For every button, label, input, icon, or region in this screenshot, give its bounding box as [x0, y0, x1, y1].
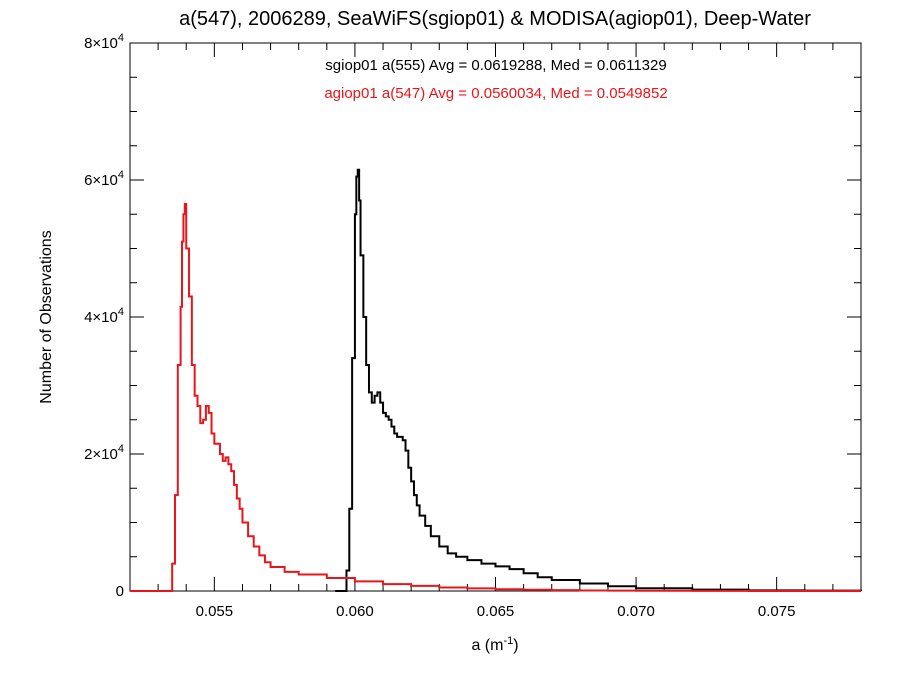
x-axis-label-base: a (m — [471, 637, 503, 654]
x-axis-label: a (m-1) — [471, 635, 518, 654]
y-tick-label: 8×104 — [84, 32, 124, 52]
y-tick-label-exp: 4 — [118, 32, 124, 44]
x-tick-label: 0.055 — [196, 603, 234, 620]
annotation-agiop01: agiop01 a(547) Avg = 0.0560034, Med = 0.… — [324, 85, 667, 102]
y-tick-label-base: 0 — [116, 583, 124, 600]
x-tick-label: 0.070 — [617, 603, 655, 620]
x-axis-label-exp: -1 — [503, 635, 513, 647]
y-tick-label-base: 8×10 — [84, 35, 118, 52]
y-axis-label: Number of Observations — [38, 230, 55, 403]
y-tick-label: 2×104 — [84, 443, 124, 463]
y-tick-label-exp: 4 — [118, 169, 124, 181]
x-tick-label: 0.075 — [758, 603, 796, 620]
axis-ticks: 0.055 0.060 0.065 0.070 0.07502×1044×1046×10… — [84, 32, 861, 620]
annotation-sgiop01: sgiop01 a(555) Avg = 0.0619288, Med = 0.… — [325, 57, 666, 74]
x-axis-label-close: ) — [513, 637, 518, 654]
sgiop01-histogram-line — [335, 168, 862, 592]
y-tick-label-exp: 4 — [118, 306, 124, 318]
x-tick-label: 0.065 — [477, 603, 515, 620]
chart-title: a(547), 2006289, SeaWiFS(sgiop01) & MODI… — [179, 8, 811, 30]
y-tick-label-exp: 4 — [118, 443, 124, 455]
series-layer — [130, 168, 862, 592]
y-tick-label-base: 4×10 — [84, 309, 118, 326]
agiop01-histogram-line — [130, 202, 861, 592]
y-tick-label-base: 6×10 — [84, 172, 118, 189]
y-tick-label: 0 — [116, 583, 124, 600]
y-tick-label: 6×104 — [84, 169, 124, 189]
y-tick-label: 4×104 — [84, 306, 124, 326]
y-tick-label-base: 2×10 — [84, 446, 118, 463]
x-tick-label: 0.060 — [336, 603, 374, 620]
